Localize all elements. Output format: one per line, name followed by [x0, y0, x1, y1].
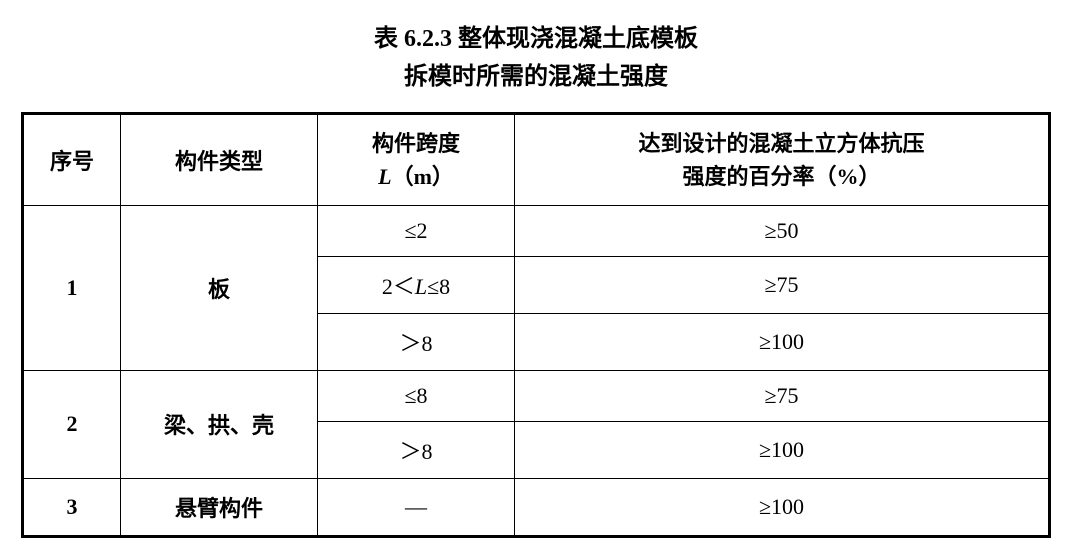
- table-row: 1 板 ≤2 ≥50: [23, 205, 1050, 256]
- cell-percent: ≥100: [515, 421, 1050, 478]
- header-span: 构件跨度 L（m）: [318, 113, 515, 205]
- header-span-line2: L（m）: [326, 160, 506, 193]
- cell-percent: ≥100: [515, 313, 1050, 370]
- header-span-line1: 构件跨度: [326, 127, 506, 160]
- table-row: 3 悬臂构件 — ≥100: [23, 478, 1050, 536]
- cell-type-2: 梁、拱、壳: [121, 370, 318, 478]
- cell-type-3: 悬臂构件: [121, 478, 318, 536]
- header-seq: 序号: [23, 113, 121, 205]
- header-span-unit: （m）: [392, 164, 454, 189]
- concrete-strength-table: 序号 构件类型 构件跨度 L（m） 达到设计的混凝土立方体抗压 强度的百分率（%…: [21, 112, 1051, 538]
- cell-percent: ≥100: [515, 478, 1050, 536]
- header-percent-line2: 强度的百分率（%）: [523, 160, 1040, 193]
- table-title-line2: 拆模时所需的混凝土强度: [20, 58, 1052, 96]
- cell-span: 2＜L≤8: [318, 256, 515, 313]
- header-type: 构件类型: [121, 113, 318, 205]
- cell-seq-2: 2: [23, 370, 121, 478]
- cell-percent: ≥75: [515, 370, 1050, 421]
- cell-percent: ≥50: [515, 205, 1050, 256]
- header-span-var: L: [378, 164, 391, 189]
- table-row: 2 梁、拱、壳 ≤8 ≥75: [23, 370, 1050, 421]
- cell-span: ≤8: [318, 370, 515, 421]
- header-percent: 达到设计的混凝土立方体抗压 强度的百分率（%）: [515, 113, 1050, 205]
- cell-span: —: [318, 478, 515, 536]
- cell-type-1: 板: [121, 205, 318, 370]
- header-percent-line1: 达到设计的混凝土立方体抗压: [523, 127, 1040, 160]
- cell-seq-1: 1: [23, 205, 121, 370]
- cell-span: ＞8: [318, 313, 515, 370]
- table-title-line1: 表 6.2.3 整体现浇混凝土底模板: [20, 20, 1052, 58]
- table-header-row: 序号 构件类型 构件跨度 L（m） 达到设计的混凝土立方体抗压 强度的百分率（%…: [23, 113, 1050, 205]
- cell-seq-3: 3: [23, 478, 121, 536]
- table-title-block: 表 6.2.3 整体现浇混凝土底模板 拆模时所需的混凝土强度: [20, 20, 1052, 97]
- cell-percent: ≥75: [515, 256, 1050, 313]
- cell-span: ＞8: [318, 421, 515, 478]
- cell-span: ≤2: [318, 205, 515, 256]
